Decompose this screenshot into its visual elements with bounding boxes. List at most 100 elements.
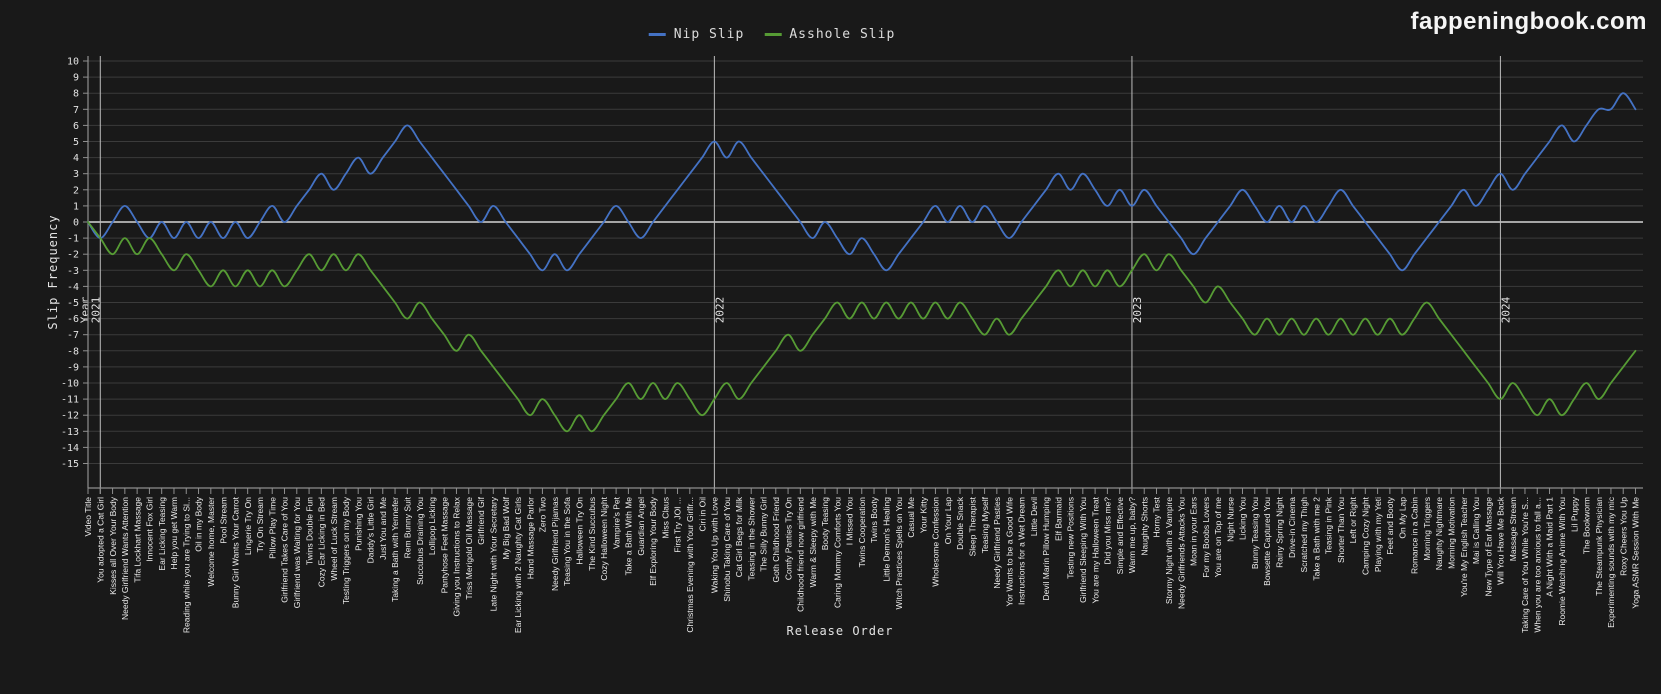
x-category-label: Bunny Girl Wants Your Carrot xyxy=(231,496,241,608)
x-category-label: Roomie Watching Anime With You xyxy=(1557,497,1567,626)
x-category-label: Take a Bath with me 2 xyxy=(1311,497,1321,581)
x-category-label: Massage Stream xyxy=(1508,497,1518,561)
x-category-label: Guardian Angel xyxy=(636,497,646,556)
x-category-label: Warm & Sleepy with Me xyxy=(808,497,818,588)
x-category-label: Succubus Draining You xyxy=(415,497,425,585)
x-category-label: Stormy Night with a Vampire xyxy=(1164,497,1174,604)
x-category-label: Romance in a Cabin xyxy=(1410,497,1420,574)
y-tick-label: -7 xyxy=(67,330,79,341)
x-category-label: Punishing You xyxy=(353,497,363,551)
x-category-label: New Type of Ear Massage xyxy=(1483,497,1493,597)
x-category-label: Night Nurse xyxy=(1225,497,1235,542)
y-tick-label: 1 xyxy=(73,201,79,212)
legend-swatch xyxy=(764,33,782,36)
x-category-label: Bowsette Captured You xyxy=(1262,497,1272,586)
x-category-label: Roxy Cheers You Up xyxy=(1618,497,1628,576)
x-category-label: Experimenting sounds with my mic xyxy=(1606,496,1616,628)
x-category-label: Playing with my Yeti xyxy=(1373,497,1383,572)
x-category-label: Licking You xyxy=(1238,497,1248,540)
x-category-label: Camping Cozy Night xyxy=(1361,496,1371,575)
y-tick-label: -2 xyxy=(67,250,79,261)
x-category-label: Girlfriend Takes Care of You xyxy=(280,497,290,603)
y-tick-label: 9 xyxy=(73,73,79,84)
x-category-label: Girlfriend Sleeping With You xyxy=(1078,497,1088,603)
x-category-label: A Night With a Maid Part 1 xyxy=(1545,497,1555,597)
x-category-label: Goth Childhood Friend xyxy=(771,497,781,583)
x-category-label: Taking a Bath with Yennefer xyxy=(390,497,400,602)
x-axis-title: Release Order xyxy=(786,624,894,638)
x-category-label: Simple and Effective xyxy=(1115,497,1125,575)
x-category-label: Triss Merigold Oil Massage xyxy=(464,497,474,600)
x-category-label: Taking Care of You While You're S... xyxy=(1520,497,1530,633)
x-category-label: Girlfriend was Waiting for You xyxy=(292,497,302,608)
legend-swatch xyxy=(648,33,666,36)
x-category-label: The Steampunk Physician xyxy=(1594,497,1604,596)
x-category-label: On Your Lap xyxy=(943,497,953,545)
x-category-label: Devil Marin Pillow Humping xyxy=(1041,497,1051,601)
y-tick-label: -12 xyxy=(61,411,79,422)
x-category-label: Childhood friend now girlfriend xyxy=(796,497,806,612)
x-category-label: Yoga ASMR Session With Me xyxy=(1631,497,1641,609)
y-tick-label: 10 xyxy=(67,57,79,68)
x-category-label: Teasing You in the Sofa xyxy=(562,497,572,586)
x-category-label: Christmas Evening with Your Girlfr... xyxy=(685,497,695,633)
site-logo[interactable]: fappeningbook.com xyxy=(1410,8,1647,35)
x-category-label: Rainy Spring Night xyxy=(1275,496,1285,568)
x-category-label: Welcome home, Master xyxy=(206,497,216,587)
legend-label: Nip Slip xyxy=(673,27,745,42)
x-category-label: You are on Top of me xyxy=(1213,497,1223,578)
x-category-label: Elf Barmaid xyxy=(1053,497,1063,541)
x-category-label: Little Devil xyxy=(1029,497,1039,536)
x-category-label: Oil in my Body xyxy=(194,496,204,552)
x-category-label: Shorter Than You xyxy=(1336,497,1346,563)
x-category-label: Rem Bunny Suit xyxy=(403,496,413,558)
x-category-label: The Silly Bunny Girl xyxy=(759,497,769,572)
y-tick-label: 7 xyxy=(73,105,79,116)
x-category-label: Needy Girlfriend Pasties xyxy=(992,497,1002,589)
x-category-label: Elf Exploring Your Body xyxy=(648,496,658,586)
x-category-label: Did you Miss me? xyxy=(1103,497,1113,565)
x-category-label: Video Title xyxy=(83,497,93,537)
x-category-label: Take a Bath With Me xyxy=(624,497,634,576)
legend: Nip Slip Asshole Slip xyxy=(648,27,896,42)
y-tick-label: -8 xyxy=(67,346,79,357)
x-category-label: Caring Mommy Comforts You xyxy=(832,497,842,608)
year-label-2022: 2022 xyxy=(713,297,726,324)
x-category-label: Halloween Try On xyxy=(574,497,584,565)
year-label-2024: 2024 xyxy=(1499,296,1512,323)
x-category-label: Cozy Ear Licking in Bed xyxy=(317,497,327,588)
x-category-label: Girlfriend Gif xyxy=(476,496,486,544)
x-category-label: Teasing in the Shower xyxy=(746,497,756,581)
x-category-label: Will You Have Me Back xyxy=(1496,496,1506,585)
x-category-label: Horny Test xyxy=(1152,496,1162,537)
x-category-label: Giving you Instructions to Relax xyxy=(452,496,462,616)
y-tick-label: -10 xyxy=(61,379,79,390)
x-category-label: Shinobu Taking Care of You xyxy=(722,497,732,602)
x-category-label: I Missed You xyxy=(845,497,855,545)
x-category-label: On My Lap xyxy=(1397,497,1407,539)
x-category-label: Needy Girlfriend Pijamas xyxy=(550,497,560,591)
legend-item-asshole-slip: Asshole Slip xyxy=(764,27,895,42)
x-category-label: The Bookworm xyxy=(1582,497,1592,554)
x-category-label: Vampire's Pet xyxy=(611,496,621,549)
x-category-label: Witch Practices Spells on You xyxy=(894,497,904,610)
y-tick-label: 5 xyxy=(73,137,79,148)
y-tick-label: -5 xyxy=(67,298,79,309)
x-category-label: Reading while you are Trying to Sl... xyxy=(181,497,191,633)
y-tick-label: -6 xyxy=(67,314,79,325)
x-category-label: Teasing Myself xyxy=(980,496,990,553)
x-category-label: Bunny Teasing You xyxy=(1250,497,1260,569)
x-category-label: Twins Cooperation xyxy=(857,497,867,568)
asshole-slip-line xyxy=(87,221,1637,433)
x-category-label: Left or Right xyxy=(1348,496,1358,543)
y-tick-label: -3 xyxy=(67,266,79,277)
x-category-label: Naughty Shorts xyxy=(1139,497,1149,556)
x-category-label: You're My English Teacher xyxy=(1459,497,1469,597)
x-category-label: Kisses all Over Your Body xyxy=(108,496,118,595)
x-category-label: Pool Stream xyxy=(218,497,228,544)
x-category-label: Drive-in Cinema xyxy=(1287,497,1297,558)
x-category-label: Help you get Warm xyxy=(169,497,179,569)
legend-item-nip-slip: Nip Slip xyxy=(648,27,745,42)
y-tick-label: -15 xyxy=(61,459,79,470)
